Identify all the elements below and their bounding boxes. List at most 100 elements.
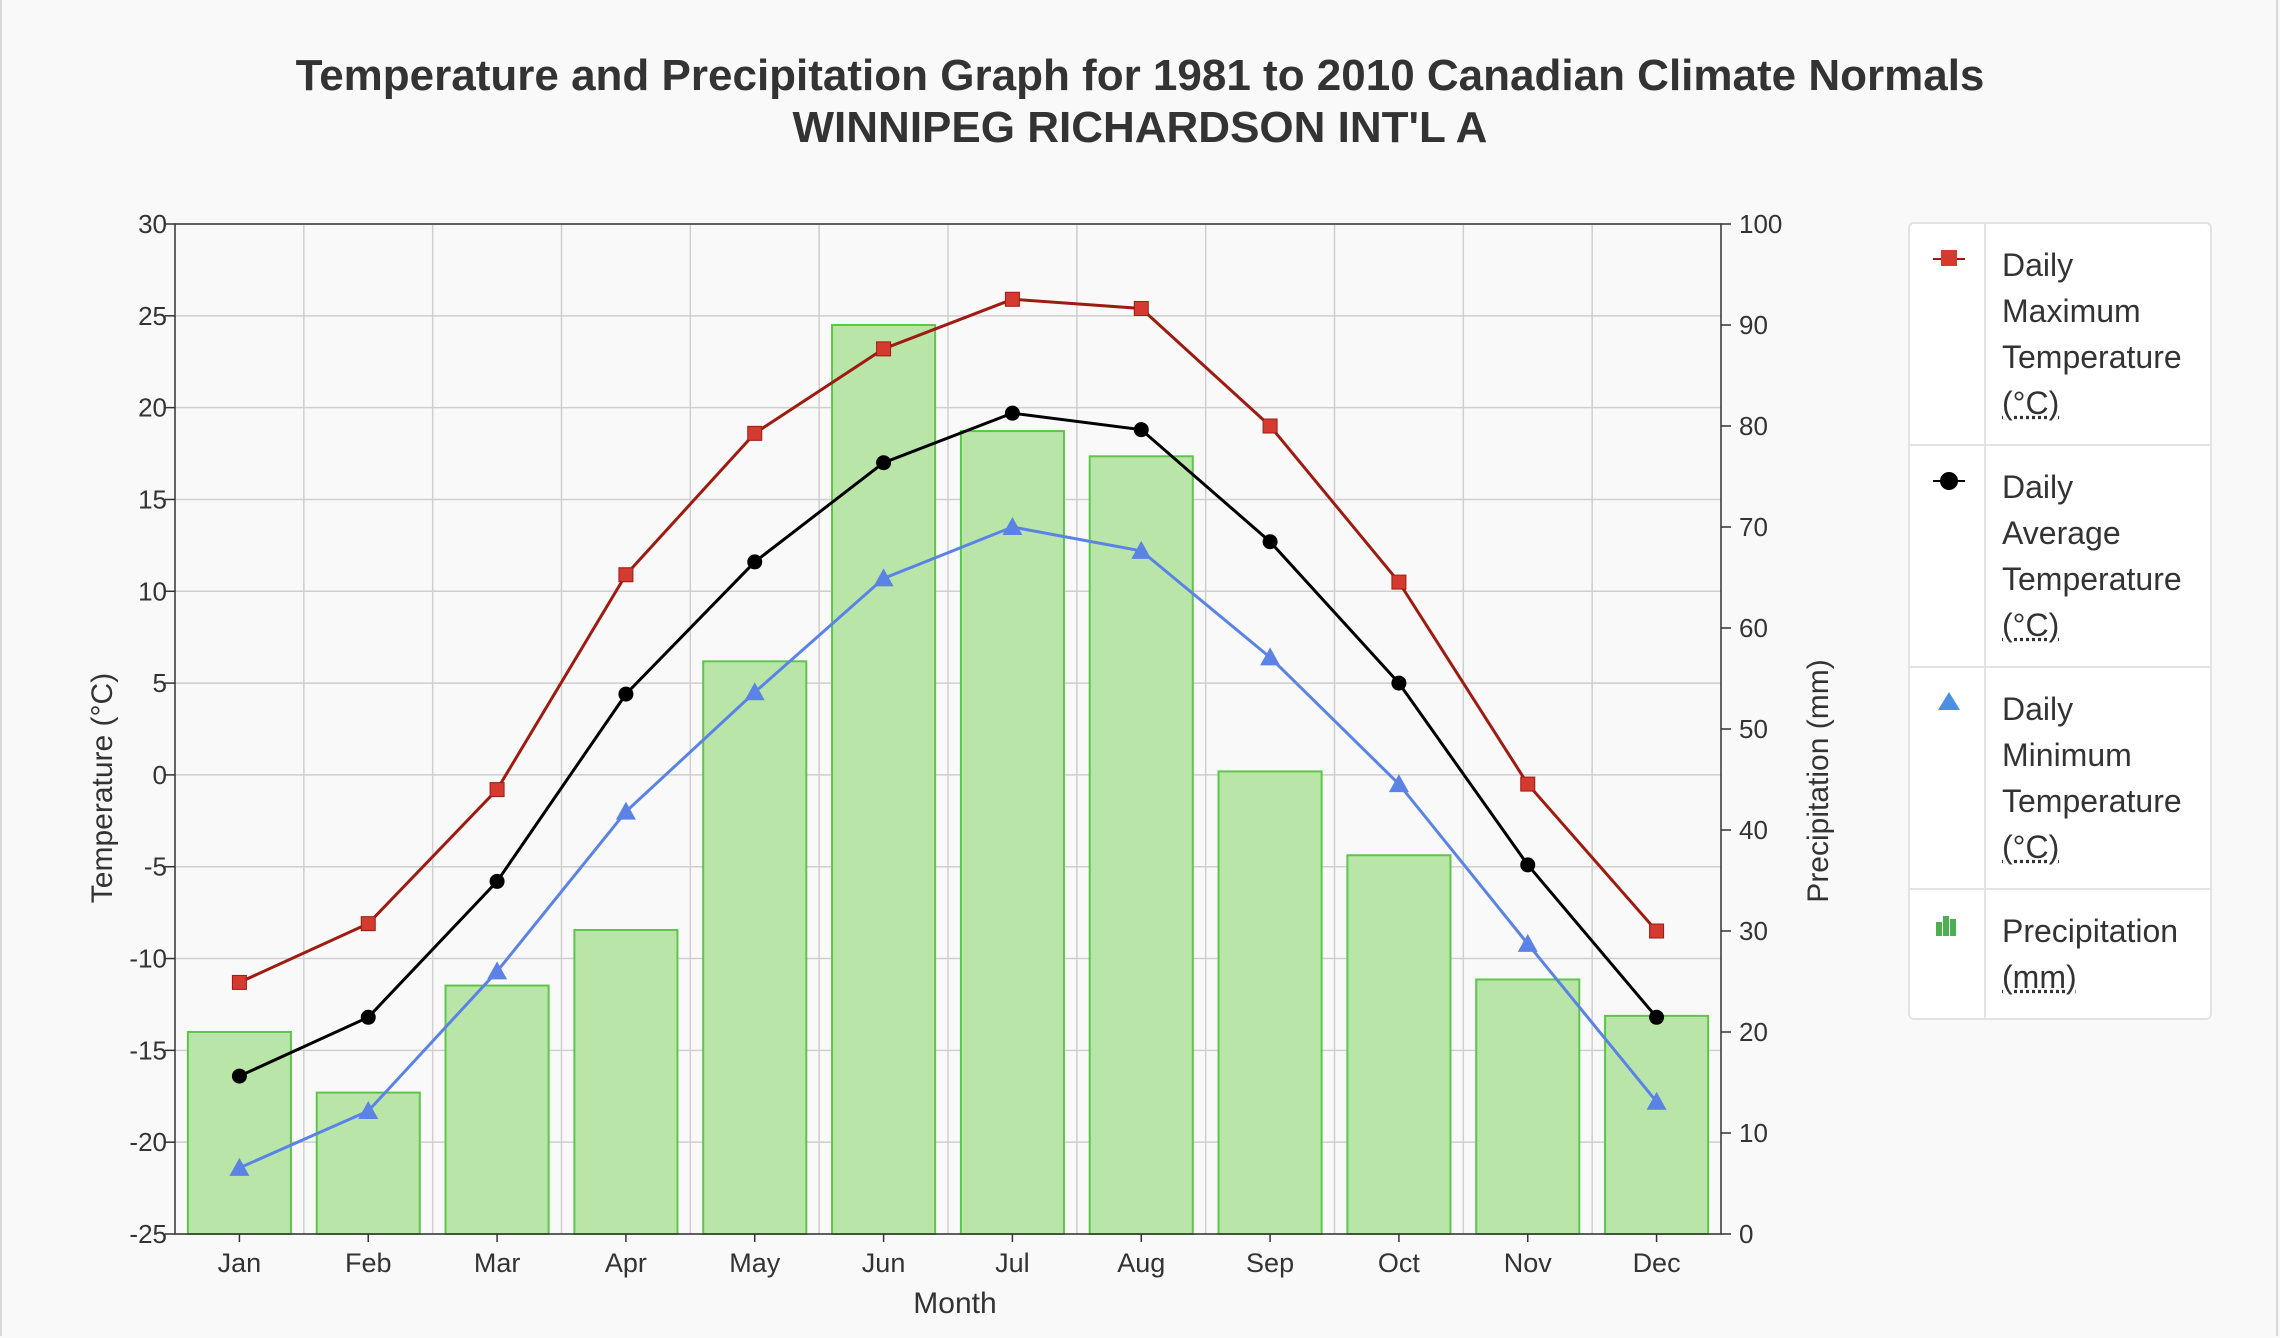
legend-min-unit: (°C) [2002, 829, 2060, 865]
temperature-lines [229, 291, 1667, 1176]
axes: 302520151050-5-10-15-20-2510090807060504… [129, 209, 1782, 1278]
min-temp-point [229, 1157, 250, 1176]
y-axis-left-title: Temperature (°C) [86, 673, 119, 903]
precipitation-bar [1088, 455, 1194, 1235]
x-axis-title: Month [913, 1287, 996, 1320]
y-right-tick-label: 40 [1739, 815, 1768, 845]
x-tick-label: Feb [345, 1248, 392, 1278]
y-left-tick-label: 30 [138, 209, 167, 239]
x-tick-label: Oct [1378, 1248, 1421, 1278]
precipitation-bar [444, 984, 550, 1235]
legend-label-min-temp: Daily Minimum Temperature (°C) [1986, 668, 2210, 888]
precipitation-bar [831, 324, 937, 1235]
max-temp-point [1520, 776, 1536, 792]
y-right-tick-label: 10 [1739, 1118, 1768, 1148]
x-tick-label: May [729, 1248, 781, 1278]
y-axis-right-title: Precipitation (mm) [1802, 659, 1835, 902]
y-left-tick-label: -25 [129, 1219, 167, 1249]
chart-legend: Daily Maximum Temperature (°C) Daily Ave… [1908, 222, 2212, 1020]
min-temp-point [615, 801, 636, 820]
min-temp-line [238, 525, 1658, 1170]
avg-temp-point [1391, 675, 1407, 691]
x-tick-label: Apr [605, 1248, 647, 1278]
y-left-tick-label: 10 [138, 576, 167, 606]
avg-temp-point [747, 554, 763, 570]
legend-item-max-temp[interactable]: Daily Maximum Temperature (°C) [1910, 224, 2210, 444]
blue-triangle-marker-icon [1910, 668, 1986, 888]
title-line-1: Temperature and Precipitation Graph for … [295, 51, 1985, 100]
avg-temp-point [1004, 405, 1020, 421]
precipitation-bar [702, 660, 808, 1235]
y-left-tick-label: 25 [138, 301, 167, 331]
y-left-tick-label: -10 [129, 944, 167, 974]
precipitation-bar [959, 430, 1065, 1235]
y-right-tick-label: 0 [1739, 1219, 1753, 1249]
max-temp-line [238, 297, 1658, 984]
green-bars-icon [1910, 890, 1986, 1018]
legend-avg-unit: (°C) [2002, 607, 2060, 643]
avg-temp-point [1520, 857, 1536, 873]
max-temp-point [747, 425, 763, 441]
avg-temp-point [489, 873, 505, 889]
x-tick-label: Mar [474, 1248, 521, 1278]
precipitation-bar [1346, 854, 1452, 1235]
min-temp-point [1388, 774, 1409, 793]
legend-label-max-temp: Daily Maximum Temperature (°C) [1986, 224, 2210, 444]
y-right-tick-label: 20 [1739, 1017, 1768, 1047]
min-temp-point [487, 961, 508, 980]
legend-avg-line2: Average [2002, 515, 2121, 551]
avg-temp-point [231, 1068, 247, 1084]
y-right-tick-label: 80 [1739, 411, 1768, 441]
avg-temp-point [1649, 1009, 1665, 1025]
legend-item-min-temp[interactable]: Daily Minimum Temperature (°C) [1910, 666, 2210, 888]
max-temp-point [1004, 291, 1020, 307]
y-left-tick-label: -15 [129, 1035, 167, 1065]
min-temp-point [1646, 1091, 1667, 1110]
y-left-tick-label: -5 [144, 852, 167, 882]
max-temp-point [1391, 574, 1407, 590]
legend-label-precipitation: Precipitation (mm) [1986, 890, 2210, 1018]
legend-max-line3: Temperature [2002, 339, 2182, 375]
min-temp-point [358, 1100, 379, 1119]
x-tick-label: Dec [1633, 1248, 1681, 1278]
legend-item-avg-temp[interactable]: Daily Average Temperature (°C) [1910, 444, 2210, 666]
precipitation-bars [186, 324, 1710, 1236]
x-tick-label: Aug [1117, 1248, 1165, 1278]
max-temp-point [1649, 923, 1665, 939]
min-temp-point [1260, 647, 1281, 666]
max-temp-point [1133, 300, 1149, 316]
max-temp-point [618, 567, 634, 583]
avg-temp-point [1262, 534, 1278, 550]
legend-max-line1: Daily [2002, 247, 2074, 283]
legend-min-line2: Minimum [2002, 737, 2132, 773]
avg-temp-line [238, 411, 1658, 1078]
avg-temp-point [360, 1009, 376, 1025]
y-left-tick-label: 15 [138, 484, 167, 514]
black-circle-marker-icon [1910, 446, 1986, 666]
precipitation-bar [1604, 1014, 1710, 1236]
y-right-tick-label: 70 [1739, 512, 1768, 542]
y-right-tick-label: 100 [1739, 209, 1782, 239]
x-tick-label: Sep [1246, 1248, 1294, 1278]
precipitation-bar [573, 928, 679, 1235]
x-tick-label: Jan [218, 1248, 262, 1278]
legend-precip-line1: Precipitation [2002, 913, 2179, 949]
y-right-tick-label: 30 [1739, 916, 1768, 946]
x-tick-label: Nov [1504, 1248, 1553, 1278]
min-temp-point [1517, 933, 1538, 952]
y-right-tick-label: 90 [1739, 310, 1768, 340]
min-temp-point [873, 568, 894, 587]
legend-avg-line1: Daily [2002, 469, 2074, 505]
legend-item-precipitation[interactable]: Precipitation (mm) [1910, 888, 2210, 1018]
legend-min-line3: Temperature [2002, 783, 2182, 819]
y-right-tick-label: 50 [1739, 714, 1768, 744]
y-left-tick-label: 5 [153, 668, 167, 698]
precipitation-bar [1475, 978, 1581, 1235]
legend-precip-unit: (mm) [2002, 959, 2077, 995]
min-temp-point [1002, 517, 1023, 535]
y-left-tick-label: 0 [153, 760, 167, 790]
y-right-tick-label: 60 [1739, 613, 1768, 643]
max-temp-point [231, 974, 247, 990]
